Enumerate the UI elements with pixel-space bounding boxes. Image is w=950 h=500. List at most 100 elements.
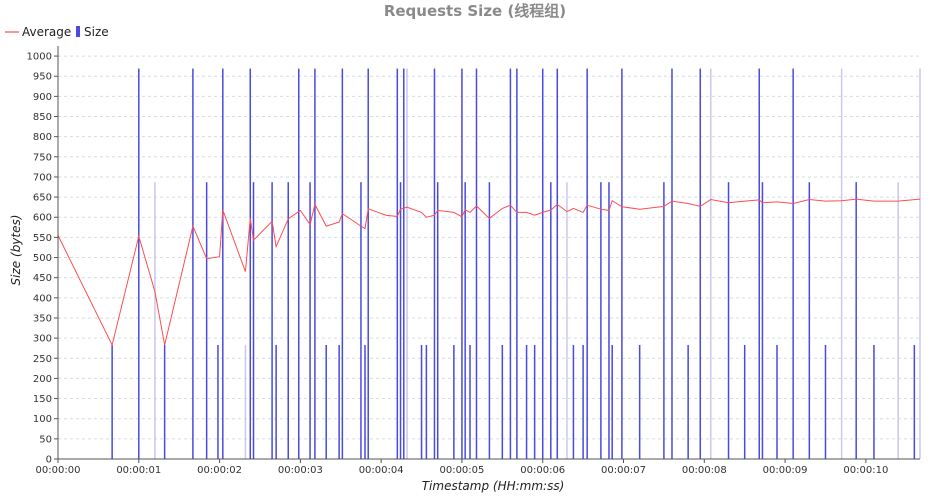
x-tick-label: 00:00:06 (520, 465, 565, 476)
legend-size-swatch (76, 26, 80, 37)
y-tick-label: 850 (33, 112, 52, 123)
x-tick-label: 00:00:10 (843, 465, 888, 476)
size-bar (509, 68, 512, 459)
average-line (57, 198, 921, 347)
size-bar (271, 182, 273, 459)
size-bar (663, 182, 665, 459)
size-bar (364, 344, 366, 459)
size-bar (687, 344, 689, 459)
size-bar (314, 68, 316, 459)
y-tick-label: 250 (33, 354, 52, 365)
size-bar (913, 344, 916, 459)
x-tick-label: 00:00:05 (439, 465, 484, 476)
y-tick-label: 450 (33, 273, 52, 284)
size-bar (873, 344, 875, 459)
size-bar (217, 344, 219, 459)
axes (57, 46, 920, 460)
y-tick-label: 350 (33, 313, 52, 324)
size-bar (275, 344, 277, 459)
size-bar (138, 68, 140, 459)
size-bar (600, 182, 602, 459)
y-axis-label: Size (bytes) (9, 215, 23, 286)
size-bar (367, 68, 369, 459)
size-bar (824, 344, 827, 459)
size-bar (309, 182, 311, 459)
size-bar (154, 182, 156, 459)
size-bar (808, 182, 811, 459)
size-bar (341, 68, 344, 459)
size-bar (556, 68, 559, 459)
size-bar (638, 344, 641, 459)
x-tick-label: 00:00:00 (36, 465, 81, 476)
size-bar (671, 68, 673, 459)
size-bar (475, 68, 478, 459)
size-bar (192, 68, 194, 459)
y-tick-label: 0 (46, 455, 52, 466)
size-bar (163, 344, 166, 459)
size-bar (919, 68, 921, 459)
size-bar (586, 68, 588, 459)
size-bar (420, 344, 423, 459)
size-bar (249, 68, 252, 459)
size-bar (582, 344, 584, 459)
x-tick-label: 00:00:03 (278, 465, 323, 476)
x-axis-label: Timestamp (HH:mm:ss) (422, 479, 565, 493)
size-bar (758, 68, 760, 459)
y-tick-label: 150 (33, 394, 52, 405)
size-bar (461, 68, 463, 459)
size-bar (205, 182, 208, 459)
y-tick-label: 550 (33, 233, 52, 244)
size-bar (699, 68, 702, 459)
size-bar (244, 344, 247, 459)
size-bar (840, 68, 843, 459)
size-bar (399, 182, 402, 459)
y-tick-label: 400 (33, 293, 52, 304)
x-tick-label: 00:00:02 (197, 465, 242, 476)
size-bar (469, 344, 471, 459)
size-bar (566, 182, 568, 459)
y-tick-label: 1000 (27, 52, 52, 63)
size-bar (608, 182, 610, 459)
size-bar (298, 68, 300, 459)
y-tick-label: 50 (39, 434, 52, 445)
y-tick-label: 700 (33, 172, 52, 183)
size-bar (222, 68, 224, 459)
y-tick-label: 300 (33, 334, 52, 345)
size-bar (287, 182, 289, 459)
size-bar (325, 344, 327, 459)
size-bar (488, 182, 491, 459)
size-bar (453, 344, 455, 459)
size-bar (621, 68, 623, 459)
size-bar (710, 68, 712, 459)
size-bar (525, 344, 528, 459)
size-bar (360, 182, 362, 459)
size-bar (396, 68, 399, 459)
legend-size-label: Size (84, 25, 109, 39)
size-bar (516, 68, 518, 459)
size-bar (550, 182, 552, 459)
size-bar (776, 344, 778, 459)
size-bars (111, 68, 921, 459)
y-tick-label: 900 (33, 92, 52, 103)
size-bar (761, 182, 764, 459)
x-tick-label: 00:00:07 (601, 465, 646, 476)
size-bar (433, 68, 436, 459)
y-axis-ticks: 0 50 100 150 200 250 300 350 400 450 500 550 600 650 7… (27, 52, 58, 466)
y-tick-label: 650 (33, 193, 52, 204)
legend: Average Size (5, 25, 109, 39)
size-bar (338, 344, 340, 459)
chart-title: Requests Size (线程组) (384, 2, 566, 20)
average-series-line (57, 198, 921, 347)
x-tick-label: 00:00:01 (116, 465, 161, 476)
size-bar (425, 344, 428, 459)
y-tick-label: 800 (33, 132, 52, 143)
size-bar (727, 182, 730, 459)
y-tick-label: 500 (33, 253, 52, 264)
x-axis-ticks: 00:00:00 00:00:01 00:00:02 00:00:03 00:00:04… (36, 459, 888, 476)
x-tick-label: 00:00:09 (763, 465, 808, 476)
x-tick-label: 00:00:08 (682, 465, 727, 476)
legend-average-label: Average (22, 25, 71, 39)
size-bar (436, 182, 439, 459)
size-bar (464, 182, 466, 459)
y-tick-label: 200 (33, 374, 52, 385)
